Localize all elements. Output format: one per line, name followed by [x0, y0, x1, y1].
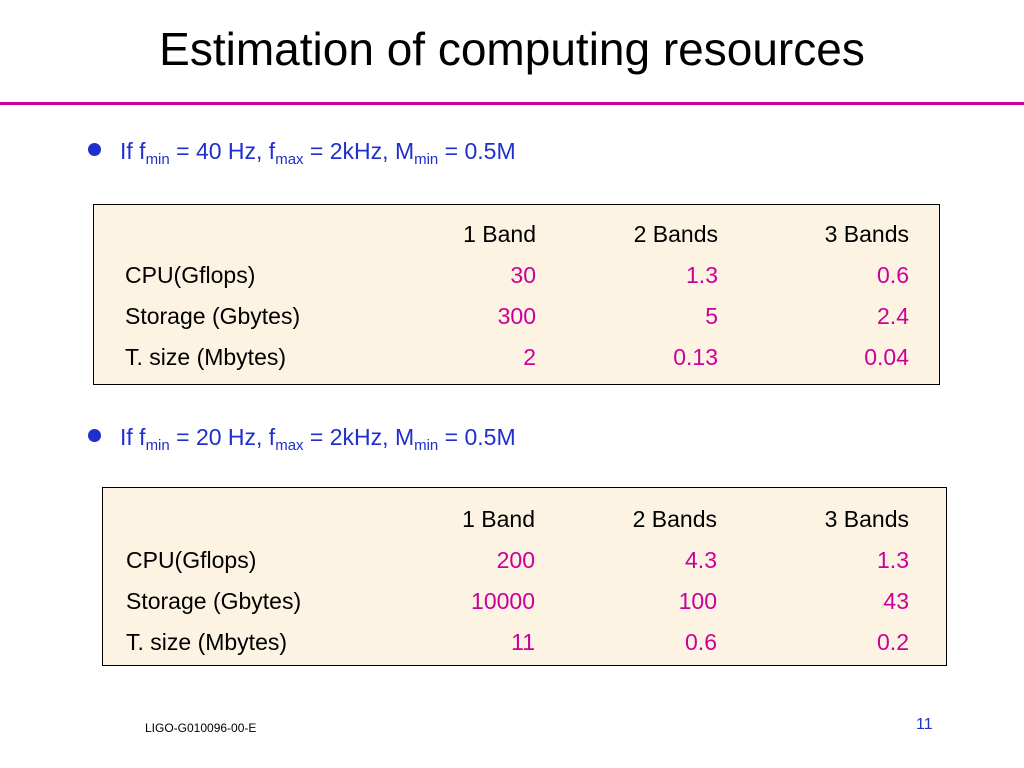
value-3-bands: 2.4	[877, 303, 909, 329]
table-header-row: 1 Band 2 Bands 3 Bands	[103, 506, 946, 536]
resource-table-1: 1 Band 2 Bands 3 Bands CPU(Gflops) 30 1.…	[93, 204, 940, 385]
bullet-text-mid2: = 2kHz, M	[303, 424, 415, 450]
table-row: Storage (Gbytes) 10000 100 43	[103, 588, 946, 618]
row-label: T. size (Mbytes)	[125, 344, 287, 370]
bullet-text-prefix: If f	[120, 424, 146, 450]
bullet-text-suffix: = 0.5M	[438, 138, 516, 164]
table-row: CPU(Gflops) 30 1.3 0.6	[94, 262, 939, 292]
row-label: Storage (Gbytes)	[125, 303, 301, 329]
bullet-text-mid1: = 40 Hz, f	[169, 138, 276, 164]
value-2-bands: 1.3	[686, 262, 718, 288]
value-3-bands: 1.3	[877, 547, 909, 573]
bullet-text-mid2: = 2kHz, M	[303, 138, 415, 164]
value-2-bands: 5	[705, 303, 718, 329]
value-1-band: 11	[511, 629, 535, 655]
value-2-bands: 100	[678, 588, 717, 614]
bullet-dot-icon	[88, 429, 101, 442]
row-label: CPU(Gflops)	[125, 262, 256, 288]
value-3-bands: 0.6	[877, 262, 909, 288]
value-1-band: 10000	[471, 588, 535, 614]
fmin-subscript: min	[145, 437, 170, 454]
bullet-text-suffix: = 0.5M	[438, 424, 516, 450]
table-row: T. size (Mbytes) 11 0.6 0.2	[103, 629, 946, 659]
document-id: LIGO-G010096-00-E	[145, 721, 257, 735]
bullet-item-1: If fmin = 40 Hz, fmax = 2kHz, Mmin = 0.5…	[88, 138, 516, 168]
header-2-bands: 2 Bands	[632, 506, 717, 532]
header-3-bands: 3 Bands	[824, 506, 909, 532]
mmin-subscript: min	[414, 437, 439, 454]
fmax-subscript: max	[275, 437, 304, 454]
bullet-dot-icon	[88, 143, 101, 156]
page-number: 11	[916, 716, 933, 733]
value-1-band: 2	[523, 344, 536, 370]
row-label: CPU(Gflops)	[126, 547, 257, 573]
table-row: CPU(Gflops) 200 4.3 1.3	[103, 547, 946, 577]
row-label: Storage (Gbytes)	[126, 588, 302, 614]
value-2-bands: 0.13	[673, 344, 718, 370]
fmax-subscript: max	[275, 151, 304, 168]
resource-table-2: 1 Band 2 Bands 3 Bands CPU(Gflops) 200 4…	[102, 487, 947, 666]
table-row: T. size (Mbytes) 2 0.13 0.04	[94, 344, 939, 374]
value-1-band: 200	[496, 547, 535, 573]
fmin-subscript: min	[145, 151, 170, 168]
bullet-text-mid1: = 20 Hz, f	[169, 424, 276, 450]
header-1-band: 1 Band	[463, 221, 536, 247]
bullet-item-2: If fmin = 20 Hz, fmax = 2kHz, Mmin = 0.5…	[88, 424, 516, 454]
value-1-band: 30	[510, 262, 536, 288]
value-1-band: 300	[497, 303, 536, 329]
table-row: Storage (Gbytes) 300 5 2.4	[94, 303, 939, 333]
value-3-bands: 0.2	[877, 629, 909, 655]
bullet-text-prefix: If f	[120, 138, 146, 164]
slide-title: Estimation of computing resources	[159, 23, 865, 75]
table-header-row: 1 Band 2 Bands 3 Bands	[94, 221, 939, 251]
value-2-bands: 0.6	[685, 629, 717, 655]
header-1-band: 1 Band	[462, 506, 535, 532]
title-divider	[0, 102, 1024, 105]
header-3-bands: 3 Bands	[824, 221, 909, 247]
value-3-bands: 43	[883, 588, 909, 614]
row-label: T. size (Mbytes)	[126, 629, 288, 655]
header-2-bands: 2 Bands	[633, 221, 718, 247]
mmin-subscript: min	[414, 151, 439, 168]
value-2-bands: 4.3	[685, 547, 717, 573]
value-3-bands: 0.04	[864, 344, 909, 370]
